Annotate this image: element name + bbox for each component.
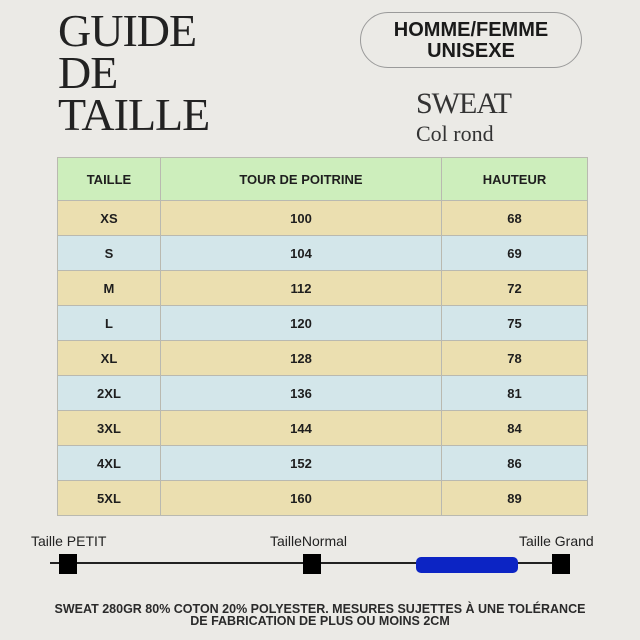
size-cell: 3XL (57, 410, 161, 446)
table-header-row: TAILLE TOUR DE POITRINE HAUTEUR (57, 157, 589, 201)
size-cell: XL (57, 340, 161, 376)
height-cell: 84 (440, 410, 589, 446)
fit-scale-line (50, 562, 552, 564)
scale-marker-small (59, 554, 77, 574)
badge-line: UNISEXE (427, 40, 515, 62)
table-row: XS 100 68 (57, 200, 589, 236)
chest-cell: 152 (159, 445, 442, 481)
height-cell: 78 (440, 340, 589, 376)
badge-line: HOMME/FEMME (393, 19, 549, 41)
size-cell: 5XL (57, 480, 161, 516)
size-cell: S (57, 235, 161, 271)
height-cell: 81 (440, 375, 589, 411)
column-header: HAUTEUR (440, 157, 589, 201)
note-line: DE FABRICATION DE PLUS OU MOINS 2CM (190, 614, 450, 628)
chest-cell: 100 (159, 200, 442, 236)
chest-cell: 120 (159, 305, 442, 341)
column-header: TOUR DE POITRINE (159, 157, 442, 201)
table-row: XL 128 78 (57, 340, 589, 376)
scale-marker-normal (303, 554, 321, 574)
size-cell: M (57, 270, 161, 306)
scale-marker-large (552, 554, 570, 574)
note-line: SWEAT 280GR 80% COTON 20% POLYESTER. MES… (54, 602, 586, 616)
column-header: TAILLE (57, 157, 161, 201)
chest-cell: 160 (159, 480, 442, 516)
chest-cell: 144 (159, 410, 442, 446)
chest-cell: 104 (159, 235, 442, 271)
title-line: GUIDE (58, 5, 197, 56)
gender-badge: HOMME/FEMME UNISEXE (360, 12, 582, 68)
chest-cell: 112 (159, 270, 442, 306)
height-cell: 86 (440, 445, 589, 481)
size-cell: 2XL (57, 375, 161, 411)
title-line: TAILLE (58, 89, 210, 140)
table-row: 5XL 160 89 (57, 480, 589, 516)
size-cell: L (57, 305, 161, 341)
size-cell: XS (57, 200, 161, 236)
table-row: 2XL 136 81 (57, 375, 589, 411)
height-cell: 68 (440, 200, 589, 236)
page-title: GUIDE DE TAILLE (58, 5, 210, 140)
height-cell: 69 (440, 235, 589, 271)
product-name: SWEAT (416, 87, 512, 120)
height-cell: 75 (440, 305, 589, 341)
height-cell: 89 (440, 480, 589, 516)
table-row: S 104 69 (57, 235, 589, 271)
title-line: DE (58, 47, 118, 98)
fabric-note: SWEAT 280GR 80% COTON 20% POLYESTER. MES… (0, 602, 640, 628)
product-style: Col rond (416, 121, 494, 146)
table-row: 3XL 144 84 (57, 410, 589, 446)
size-table: TAILLE TOUR DE POITRINE HAUTEUR XS 100 68 S… (57, 157, 589, 516)
chest-cell: 128 (159, 340, 442, 376)
product-info: SWEAT Col rond (416, 87, 512, 148)
height-cell: 72 (440, 270, 589, 306)
scale-label-large: Taille Grand (519, 533, 594, 549)
chest-cell: 136 (159, 375, 442, 411)
table-row: L 120 75 (57, 305, 589, 341)
scale-label-normal: TailleNormal (270, 533, 348, 549)
table-row: 4XL 152 86 (57, 445, 589, 481)
fit-indicator (416, 557, 519, 573)
scale-label-small: Taille PETIT (31, 533, 107, 549)
table-row: M 112 72 (57, 270, 589, 306)
size-cell: 4XL (57, 445, 161, 481)
